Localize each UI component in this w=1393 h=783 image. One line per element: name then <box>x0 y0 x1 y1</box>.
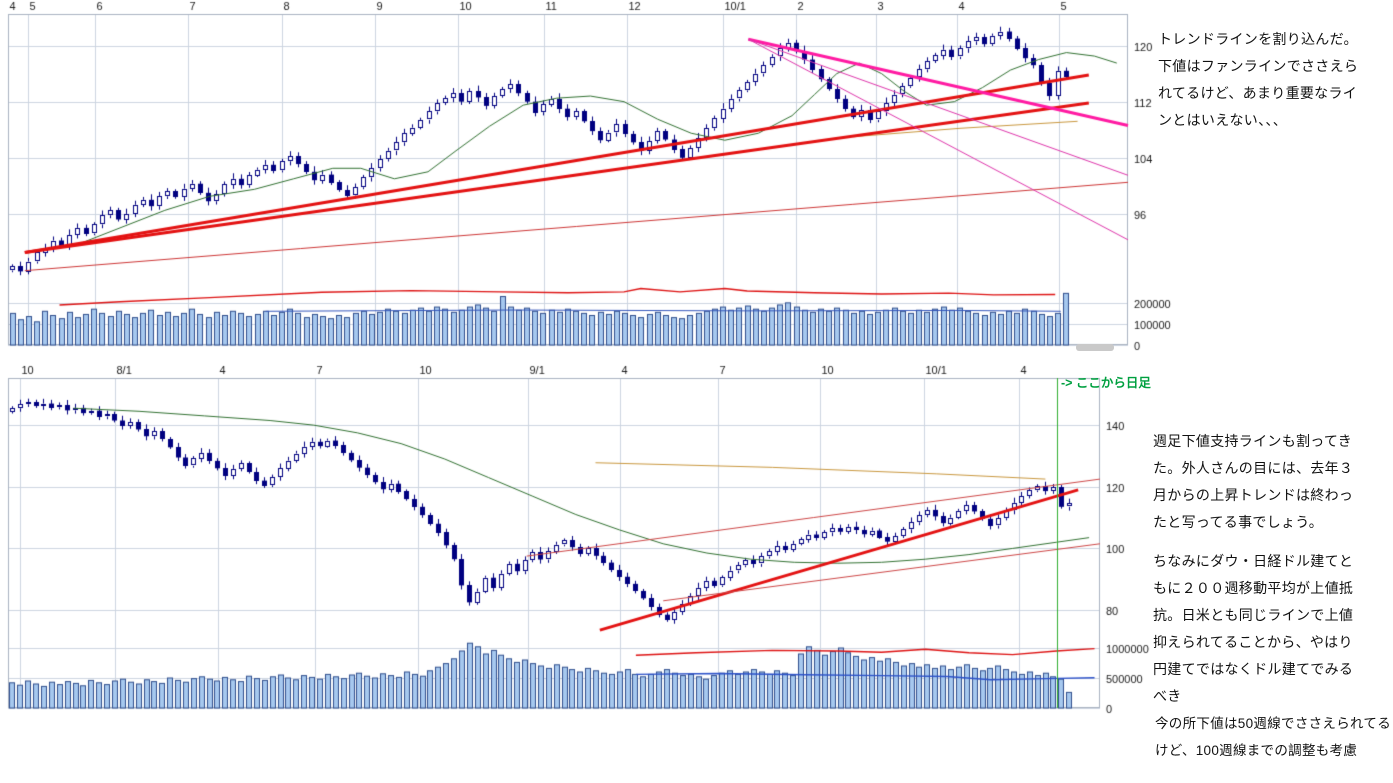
daily-chart-note: トレンドラインを割り込んだ。 下値はファンラインでささえら れてるけど、あまり重… <box>1158 31 1359 128</box>
weekly-chart-note-3: 今の所下値は50週線でささえられてる けど、100週線までの調整も考慮 <box>1155 716 1392 758</box>
weekly-chart-note-2: ちなみにダウ・日経ドル建てと もに２００週移動平均が上値抵 抗。日米とも同じライ… <box>1153 553 1354 704</box>
daily-candlestick-chart <box>0 0 1185 352</box>
weekly-chart-note-1: 週足下値支持ラインも割ってき た。外人さんの目には、去年３ 月からの上昇トレンド… <box>1153 433 1354 530</box>
daily-start-marker: -> ここから日足 <box>1061 376 1151 390</box>
h-scrollbar-thumb[interactable] <box>1076 344 1114 351</box>
weekly-candlestick-chart <box>0 365 1160 783</box>
